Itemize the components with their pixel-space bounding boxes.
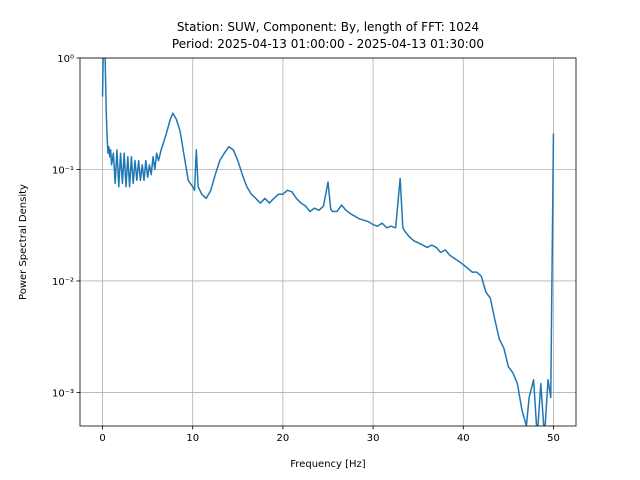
y-tick-label: 10⁻¹: [52, 165, 74, 176]
x-axis-label: Frequency [Hz]: [290, 459, 366, 470]
x-tick-label: 40: [457, 433, 470, 444]
x-tick-label: 0: [99, 433, 105, 444]
plot-area: [101, 58, 555, 426]
y-tick-label: 10⁻²: [52, 277, 74, 288]
ticks: 0 10 20 30 40 50 10⁻³ 10⁻² 10⁻¹ 10⁰: [52, 54, 560, 444]
x-tick-label: 10: [186, 433, 199, 444]
y-tick-label: 10⁻³: [52, 388, 74, 399]
x-tick-label: 30: [367, 433, 380, 444]
chart-subtitle: Period: 2025-04-13 01:00:00 - 2025-04-13…: [172, 37, 484, 51]
axes-frame: [79, 57, 577, 427]
x-tick-label: 50: [547, 433, 560, 444]
y-tick-label: 10⁰: [57, 54, 74, 65]
y-axis-label: Power Spectral Density: [18, 184, 29, 300]
chart-title: Station: SUW, Component: By, length of F…: [177, 20, 479, 34]
data-line: [101, 58, 555, 426]
x-tick-label: 20: [277, 433, 290, 444]
